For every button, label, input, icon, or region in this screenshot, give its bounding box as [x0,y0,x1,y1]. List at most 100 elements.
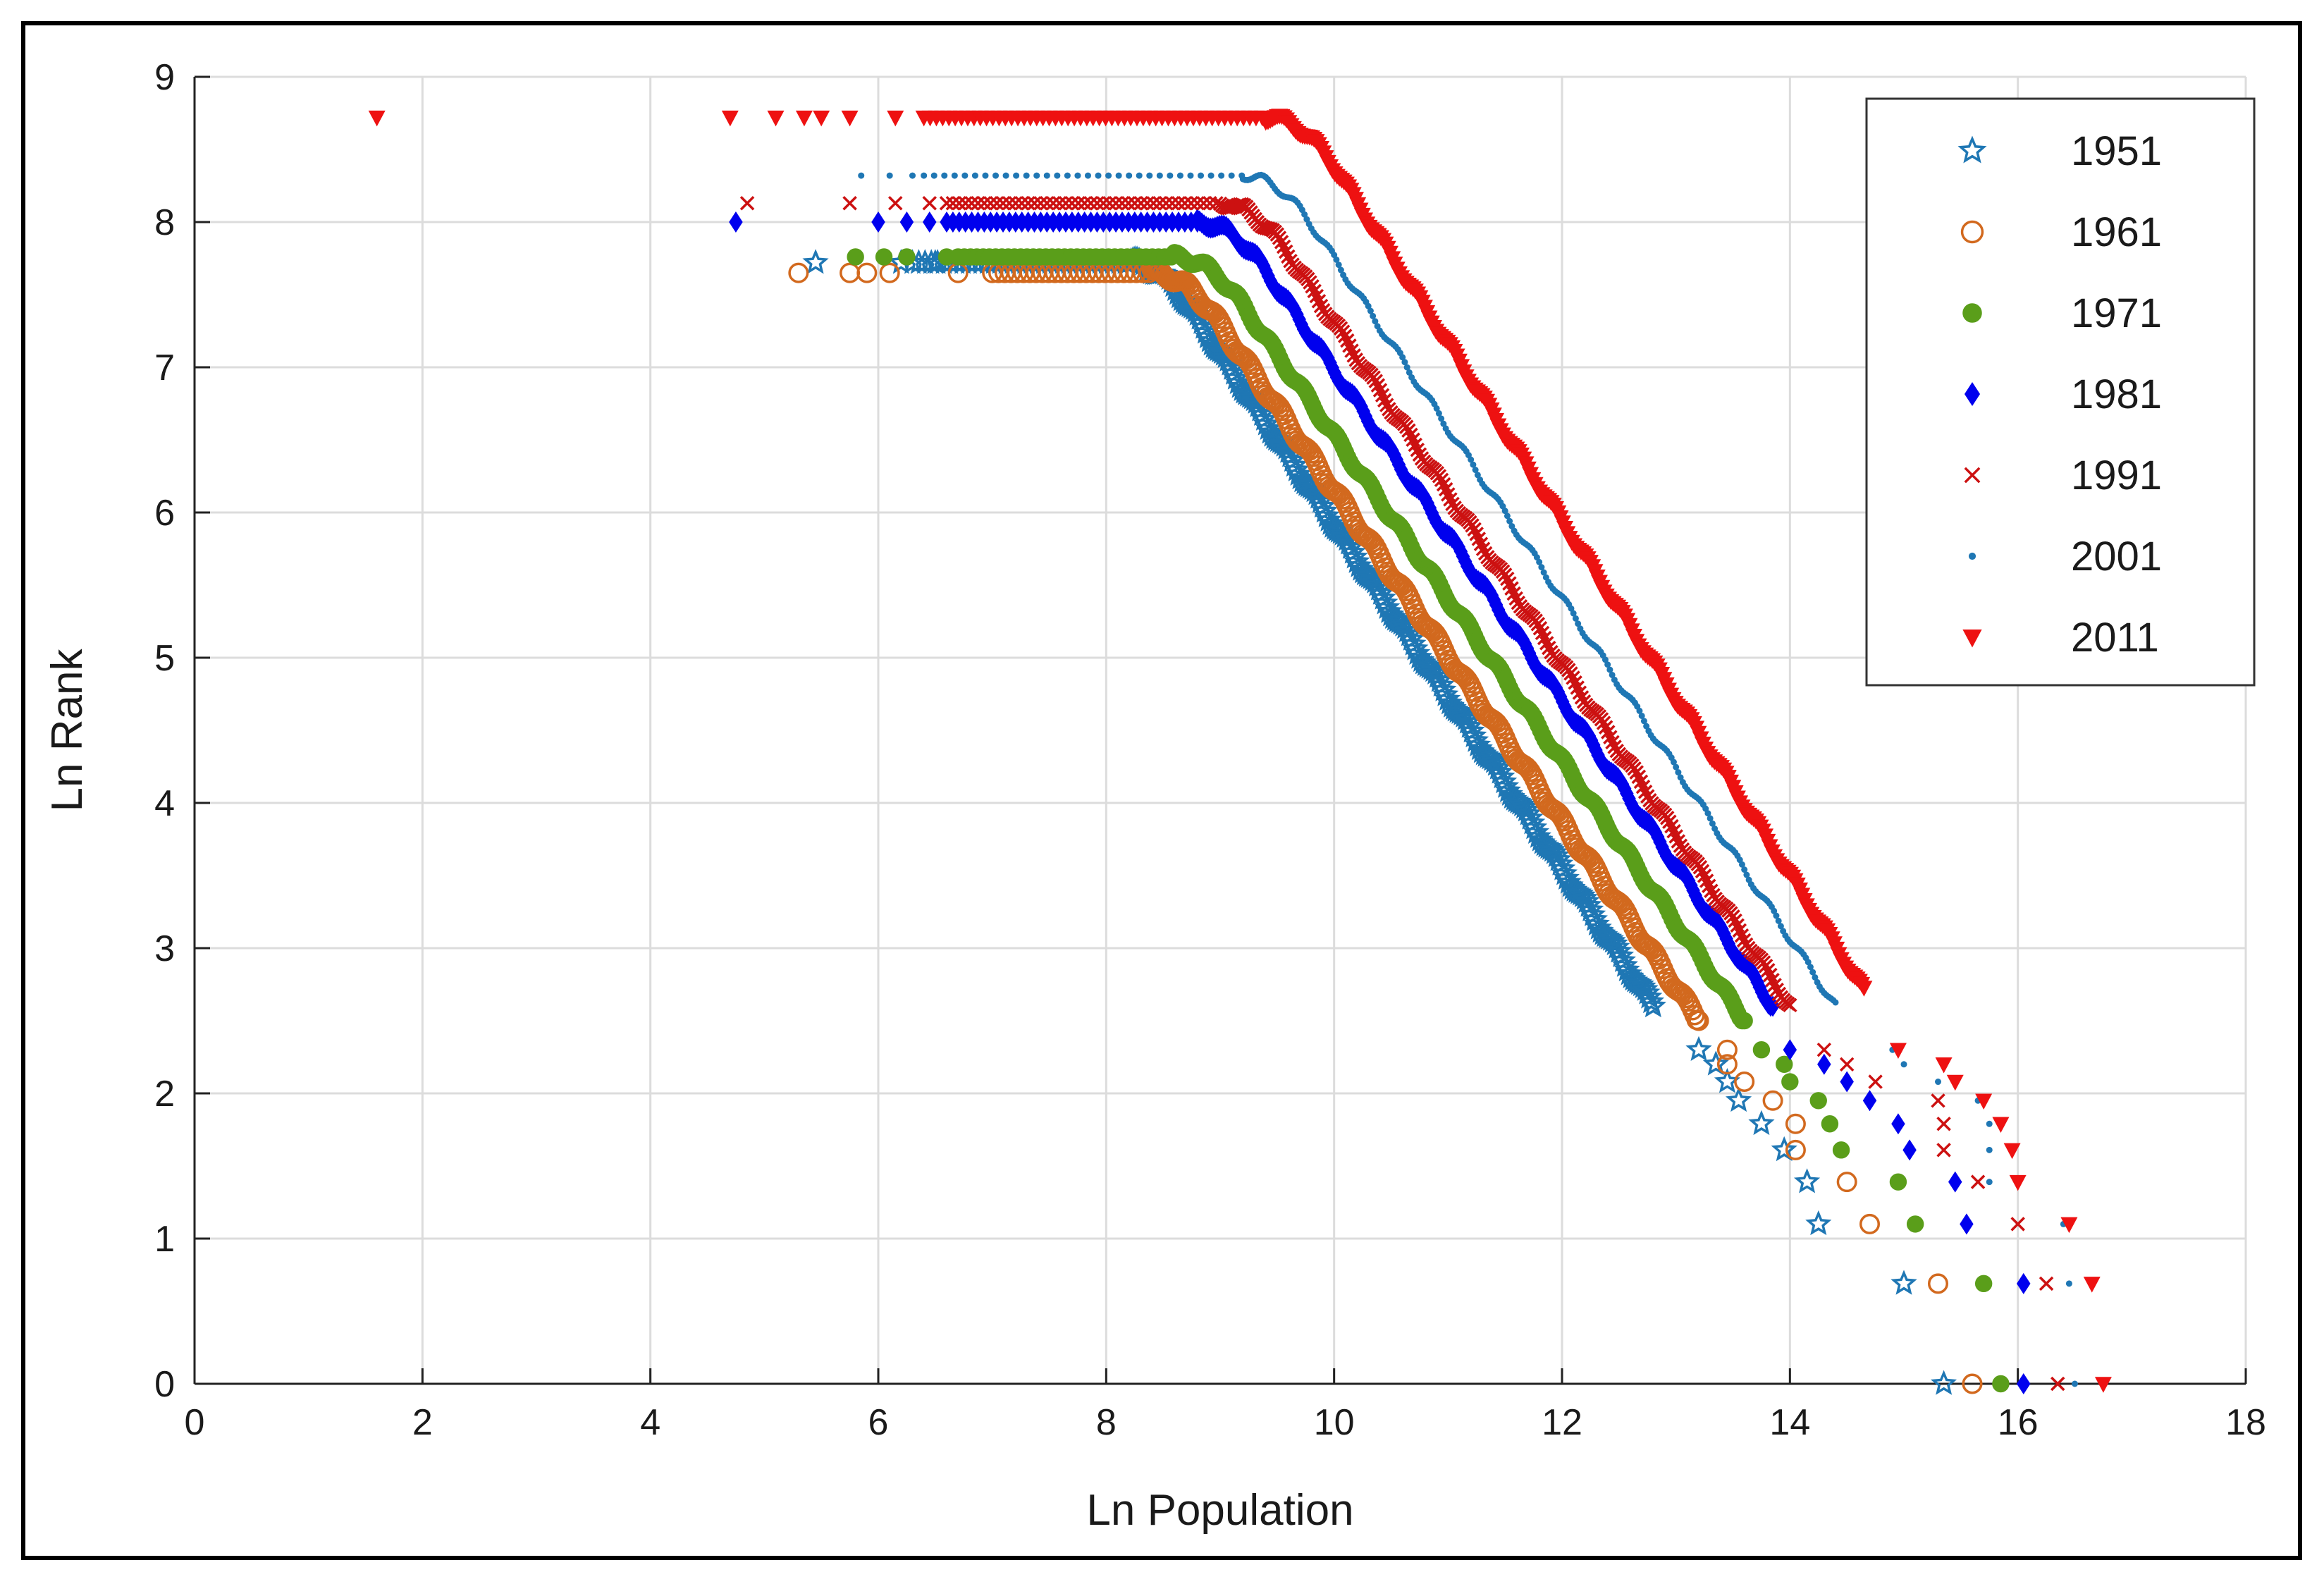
data-point [1568,605,1575,612]
data-points [368,109,2112,1395]
data-point [1569,882,1596,907]
data-point [1736,857,1743,864]
data-point [1685,1036,1712,1061]
x-tick-label: 10 [1314,1402,1355,1443]
data-point [1108,195,1124,211]
data-point [939,195,954,211]
data-point [1164,195,1180,211]
data-point [1506,517,1513,524]
data-point [1033,172,1040,179]
data-point [1960,1213,1974,1235]
data-point [1948,1171,1962,1193]
data-point [1114,195,1130,211]
x-tick-label: 2 [412,1402,433,1443]
data-point [2017,1373,2031,1394]
data-point [1027,195,1042,211]
data-point [1734,1072,1755,1093]
data-point [1785,1113,1806,1134]
data-point [1198,172,1205,179]
legend-label: 1991 [2071,453,2162,498]
data-point [1530,617,1546,632]
data-point [1542,640,1556,656]
x-tick-label: 0 [185,1402,205,1443]
data-point [1762,1090,1783,1111]
data-point [1671,834,1686,849]
data-point [971,195,985,211]
data-point [1002,172,1009,179]
data-point [1083,195,1098,211]
data-point [1609,671,1616,678]
data-point [1156,172,1163,179]
data-point [1136,172,1143,179]
data-point [1021,195,1035,211]
data-point [964,195,979,211]
data-point [1930,1370,1957,1395]
data-point [1570,610,1577,617]
data-point [1889,1043,1907,1059]
data-point [1607,739,1622,754]
data-point [2017,1272,2031,1294]
legend-marker [1962,629,1982,648]
data-point [1194,323,1221,348]
data-point [1074,172,1081,179]
data-point [1368,374,1383,388]
data-point [1906,1215,1924,1233]
legend-item-1971: 1971 [1962,290,2162,336]
data-point [1771,907,1778,914]
y-axis-label: Ln Rank [43,649,92,812]
data-point [1752,1041,1771,1059]
data-point [1536,558,1543,565]
data-point [1771,1136,1797,1162]
data-point [1196,195,1211,211]
data-point [1105,172,1112,179]
y-tick-label: 6 [154,493,175,534]
data-point [1777,923,1784,930]
series-2011 [368,109,2112,1393]
data-point [1601,656,1609,663]
data-point [1986,1179,1993,1186]
data-point [1434,472,1449,488]
data-point [729,211,743,233]
data-point [1902,1139,1917,1161]
data-point [1704,883,1719,898]
data-point [1052,195,1067,211]
data-point [767,110,785,127]
data-point [1365,302,1372,309]
data-point [992,172,1000,179]
data-point [368,110,386,127]
data-point [1508,591,1523,606]
data-point [1775,917,1782,924]
data-point [1183,195,1199,211]
x-tick-label: 6 [868,1402,889,1443]
y-tick-label: 1 [154,1219,175,1260]
data-point [1962,1373,1983,1394]
data-point [1817,1053,1831,1075]
data-point [2060,1217,2078,1234]
data-point [1709,820,1716,827]
data-point [2065,1280,2072,1287]
data-point [1636,707,1643,714]
data-point [1640,718,1647,725]
data-point [1438,415,1445,422]
data-point [1563,666,1578,681]
figure-frame: 0 2 4 6 8 10 12 14 16 18 0 1 2 3 4 5 6 7 8 9 1951 1961 1971 19… [21,21,2302,1560]
data-point [1736,933,1752,948]
data-point [958,195,973,211]
data-point [813,110,830,127]
data-point [995,195,1011,211]
data-point [1023,172,1030,179]
data-point [1190,195,1205,211]
data-point [1640,992,1666,1018]
data-point [1974,1275,1993,1293]
y-tick-label: 7 [154,348,175,388]
data-point [1333,256,1340,263]
data-point [1769,982,1784,997]
data-point [1102,195,1117,211]
legend-label: 2001 [2071,534,2162,579]
data-point [1859,1213,1880,1234]
data-point [1935,1079,1941,1086]
data-point [1372,318,1379,325]
legend-label: 1981 [2071,372,2162,417]
data-point [1783,1039,1797,1061]
legend-item-1981: 1981 [1964,372,2162,417]
